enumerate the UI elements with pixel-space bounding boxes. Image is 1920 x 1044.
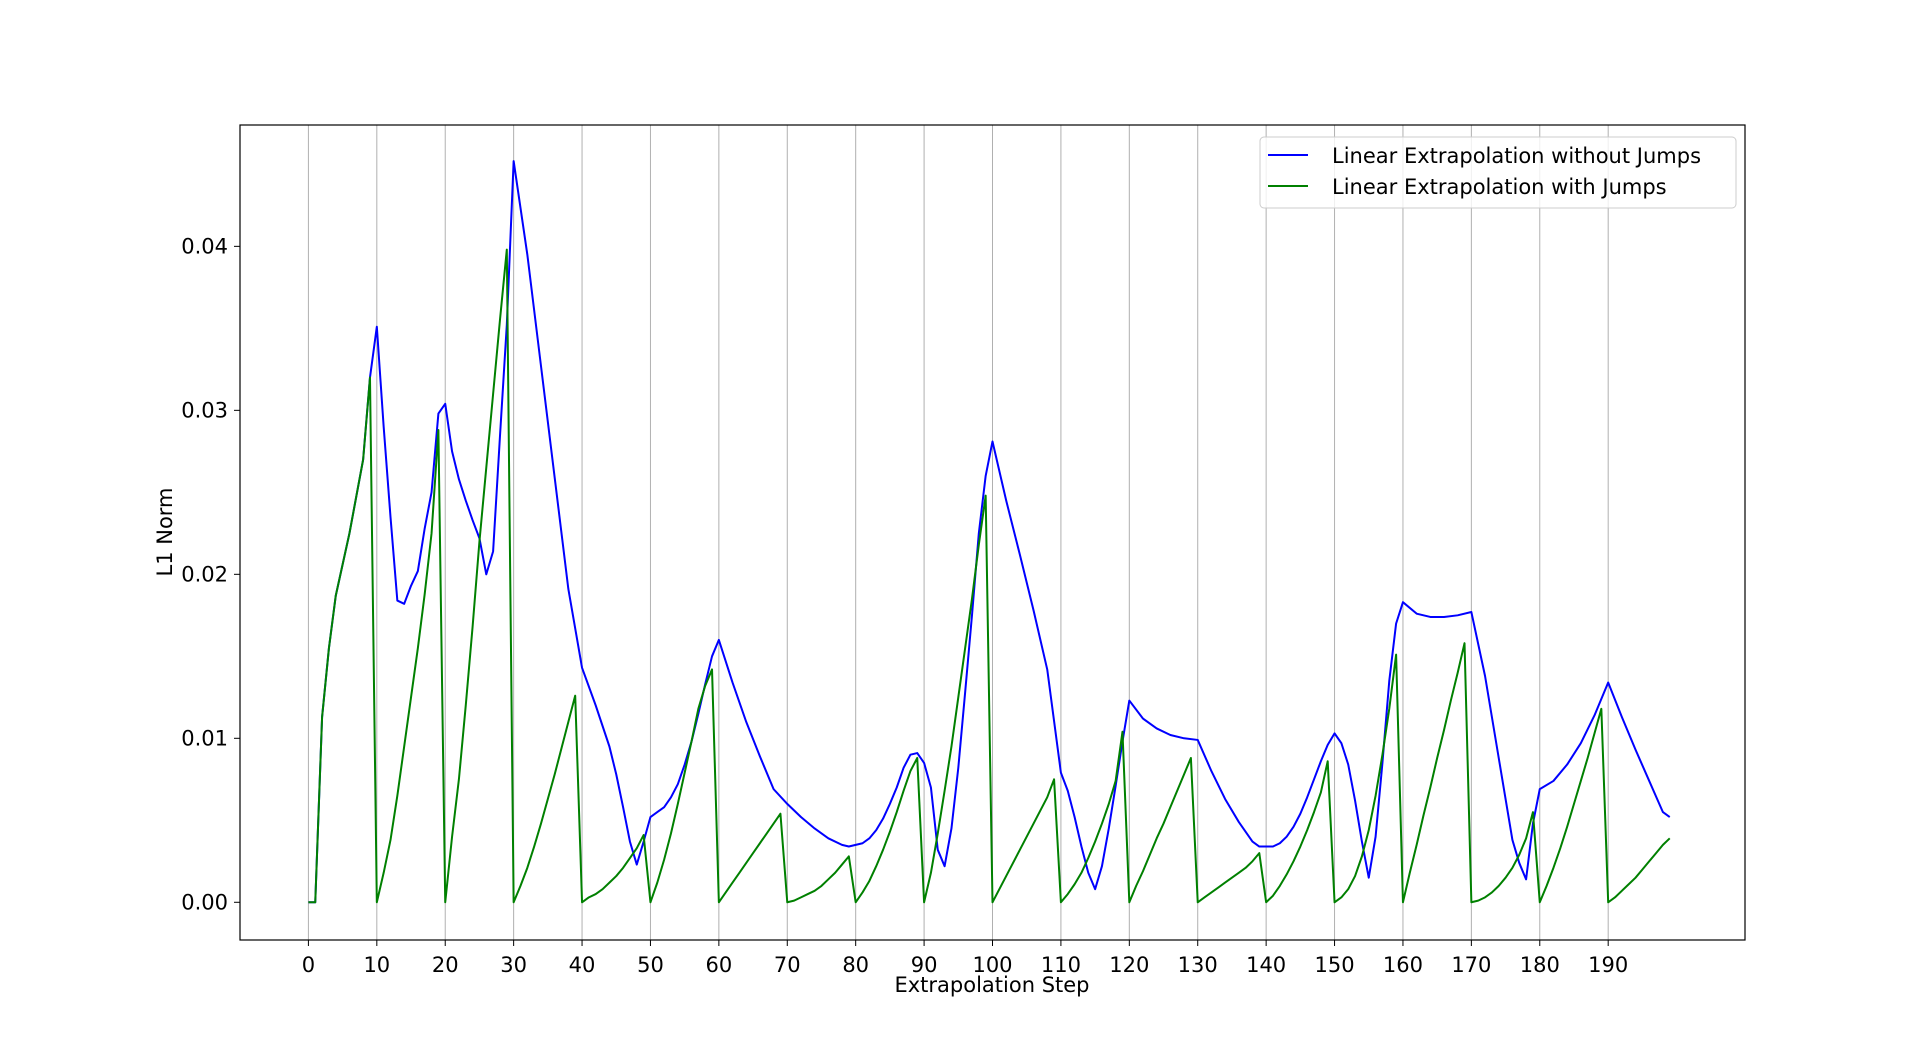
- x-tick-label: 180: [1520, 953, 1560, 977]
- x-tick-label: 100: [972, 953, 1012, 977]
- x-tick-label: 170: [1451, 953, 1491, 977]
- series-layer: [308, 160, 1671, 904]
- series-line-2: [308, 248, 1671, 904]
- x-tick-label: 30: [500, 953, 527, 977]
- legend-label-series-2: Linear Extrapolation with Jumps: [1332, 175, 1667, 199]
- x-tick-label: 120: [1109, 953, 1149, 977]
- x-tick-label: 140: [1246, 953, 1286, 977]
- y-tick-label: 0.00: [181, 890, 228, 914]
- x-tick-label: 80: [842, 953, 869, 977]
- x-tick-label: 60: [705, 953, 732, 977]
- x-tick-label: 40: [569, 953, 596, 977]
- y-tick-label: 0.03: [181, 398, 228, 422]
- x-tick-label: 20: [432, 953, 459, 977]
- y-tick-label: 0.04: [181, 234, 228, 258]
- x-axis-label: Extrapolation Step: [894, 973, 1089, 997]
- x-tick-label: 190: [1588, 953, 1628, 977]
- legend: Linear Extrapolation without Jumps Linea…: [1259, 136, 1737, 209]
- series-line-1: [308, 160, 1671, 904]
- legend-box: [1259, 136, 1737, 209]
- x-tick-label: 90: [911, 953, 938, 977]
- y-axis-ticks: 0.00 0.01 0.02 0.03 0.04: [181, 234, 240, 914]
- x-tick-label: 160: [1383, 953, 1423, 977]
- vertical-gridlines: [307, 125, 1609, 940]
- x-tick-label: 0: [302, 953, 315, 977]
- legend-label-series-1: Linear Extrapolation without Jumps: [1332, 144, 1701, 168]
- x-tick-label: 10: [363, 953, 390, 977]
- x-axis-ticks: 0 10 20 30 40 50 60 70 80 90 100 110 120 130 140 150 160…: [302, 940, 1628, 977]
- x-tick-label: 70: [774, 953, 801, 977]
- y-tick-label: 0.02: [181, 562, 228, 586]
- x-tick-label: 150: [1314, 953, 1354, 977]
- y-axis-label: L1 Norm: [153, 487, 177, 576]
- y-tick-label: 0.01: [181, 726, 228, 750]
- x-tick-label: 50: [637, 953, 664, 977]
- x-tick-label: 110: [1041, 953, 1081, 977]
- x-tick-label: 130: [1178, 953, 1218, 977]
